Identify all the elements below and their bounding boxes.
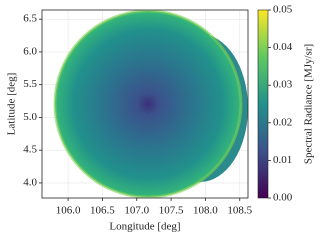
colorbar-tick-label: 0.00: [273, 192, 293, 204]
x-tick-label: 107.5: [159, 205, 184, 217]
y-tick-label: 5.0: [23, 111, 37, 123]
colorbar-tick-label: 0.03: [273, 79, 293, 91]
colorbar: [257, 9, 269, 199]
colorbar-tick-label: 0.01: [273, 154, 292, 166]
x-tick-label: 108.0: [193, 205, 218, 217]
colorbar-tick-label: 0.05: [273, 4, 293, 16]
colorbar-tick-label: 0.02: [273, 116, 292, 128]
radiance-map: [53, 10, 248, 198]
map-disk: [55, 11, 241, 197]
chart: Longitude [deg] Latitude [deg] Spectral …: [6, 4, 315, 233]
y-tick-label: 5.5: [23, 78, 37, 90]
plot-frame: [41, 9, 249, 199]
y-axis-label: Latitude [deg]: [6, 73, 18, 136]
x-tick-label: 107.0: [124, 205, 149, 217]
colorbar-label: Spectral Radiance [MJy/sr]: [303, 44, 315, 164]
y-tick-label: 4.5: [23, 144, 37, 156]
y-tick-label: 6.5: [23, 13, 37, 25]
y-tick-label: 6.0: [23, 45, 37, 57]
y-tick-label: 4.0: [23, 176, 37, 188]
x-tick-label: 106.5: [90, 205, 115, 217]
x-tick-label: 108.5: [227, 205, 252, 217]
x-tick-label: 106.0: [56, 205, 81, 217]
x-axis-label: Longitude [deg]: [109, 221, 180, 233]
colorbar-tick-label: 0.04: [273, 41, 293, 53]
map-rim: [53, 10, 243, 198]
